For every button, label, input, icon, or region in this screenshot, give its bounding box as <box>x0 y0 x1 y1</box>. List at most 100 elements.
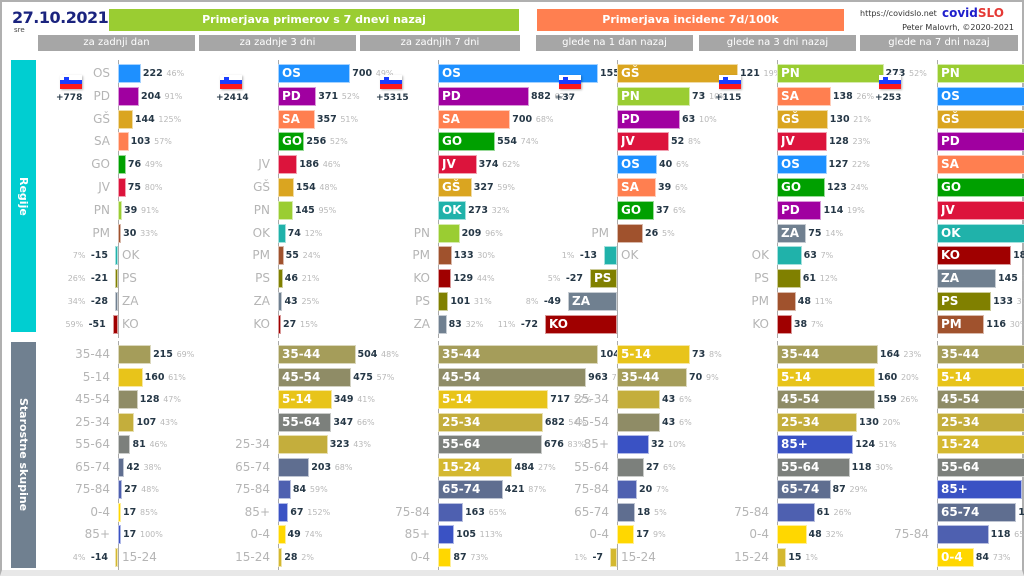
category-label: OK <box>122 248 140 263</box>
category-label: PN <box>941 66 960 80</box>
category-label: SA <box>442 111 460 126</box>
percent-label: 10% <box>699 114 717 124</box>
value-label: 682 <box>544 416 565 428</box>
percent-label: 46% <box>166 69 185 78</box>
percent-label: 52% <box>573 395 592 404</box>
percent-label: 73% <box>992 552 1011 562</box>
percent-label: 25% <box>301 297 320 306</box>
percent-label: 125% <box>158 114 182 124</box>
zero-axis <box>937 60 938 338</box>
category-label: PS <box>255 271 270 286</box>
category-label: 35-44 <box>621 369 660 384</box>
percent-label: 49% <box>375 69 394 78</box>
percent-label: 48% <box>141 485 159 494</box>
percent-label: 73% <box>470 552 489 562</box>
bar-75-84 <box>438 502 464 522</box>
bar-45-54 <box>118 390 138 409</box>
percent-label: 23% <box>903 350 922 359</box>
bar-45-54 <box>617 412 660 432</box>
total-change: +253 <box>875 93 902 103</box>
bar-OK <box>115 246 118 266</box>
category-label: SA <box>282 111 300 126</box>
percent-label: 66% <box>356 417 375 427</box>
category-label: KO <box>253 316 270 331</box>
category-label: 55-64 <box>75 437 110 451</box>
zero-axis <box>937 341 938 570</box>
bar-KO <box>545 314 617 334</box>
value-label: 107 <box>136 416 157 428</box>
percent-label: 7% <box>820 251 834 261</box>
percent-label: 30% <box>477 251 495 261</box>
bar-35-44 <box>937 345 1024 364</box>
bar-15-24 <box>115 547 118 567</box>
value-label: 20 <box>639 484 653 495</box>
bar-SA <box>278 109 315 129</box>
category-label: KO <box>122 316 139 331</box>
category-label: 45-54 <box>75 392 110 406</box>
category-label: JV <box>941 202 955 217</box>
value-label: 67 <box>290 506 304 518</box>
bar-PN <box>617 86 690 106</box>
percent-label: 32% <box>825 530 844 539</box>
category-label: PM <box>252 248 270 263</box>
bar-35-44 <box>617 367 687 387</box>
value-label: 52 <box>671 136 685 148</box>
category-label: OS <box>941 88 960 103</box>
bar-PN <box>278 200 293 220</box>
bar-35-44 <box>438 345 598 364</box>
zero-axis <box>118 341 119 570</box>
category-label: 0-4 <box>749 527 769 541</box>
bar-JV <box>937 200 1024 220</box>
category-label: 15-24 <box>235 549 270 564</box>
slovenia-flag-icon <box>60 75 82 89</box>
percent-label: 95% <box>318 205 337 215</box>
percent-label: 19% <box>846 205 865 215</box>
value-label: 130 <box>859 416 879 428</box>
percent-label: 26% <box>856 91 875 101</box>
percent-label: 5% <box>654 507 667 517</box>
percent-label: 9% <box>653 530 666 539</box>
bar-ZA <box>937 269 996 289</box>
value-label: 349 <box>333 394 354 405</box>
percent-label: 51% <box>878 440 897 449</box>
bar-GO <box>777 178 825 197</box>
section-label-regions-text: Regije <box>17 176 30 216</box>
percent-label: 49% <box>144 160 163 170</box>
category-label: PD <box>442 88 461 103</box>
bar-25-34 <box>777 412 857 432</box>
value-label: 84 <box>292 484 307 495</box>
percent-label: 65% <box>1014 530 1024 539</box>
bar-5-14 <box>278 390 332 409</box>
bar-JV <box>617 132 669 152</box>
value-label: 116 <box>986 318 1007 330</box>
value-label: 209 <box>461 227 482 239</box>
category-label: PN <box>253 202 270 217</box>
category-label: KO <box>941 248 960 263</box>
bar-5-14 <box>617 345 690 364</box>
bar-0-4 <box>937 547 974 567</box>
site-url[interactable]: https://covidslo.net <box>860 9 937 18</box>
percent-label: 30% <box>1009 319 1024 329</box>
percent-label: 65% <box>488 507 507 517</box>
percent-label: 21% <box>853 114 871 124</box>
brand-logo-b: SLO <box>977 6 1004 20</box>
bar-25-34 <box>278 435 328 454</box>
percent-label: 43% <box>159 417 178 427</box>
percent-label: 7% <box>656 485 669 494</box>
category-label: 55-64 <box>282 414 321 429</box>
percent-label: 34% <box>67 297 86 306</box>
category-label: KO <box>752 316 769 331</box>
category-label: 55-64 <box>574 459 609 474</box>
category-label: OS <box>442 66 461 80</box>
bar-65-74 <box>937 502 1017 522</box>
category-label: 75-84 <box>734 504 769 519</box>
category-label: 85+ <box>583 437 609 451</box>
value-label: 73 <box>692 90 706 102</box>
percent-label: 54% <box>568 417 587 427</box>
value-label: -51 <box>88 318 106 330</box>
category-label: 25-34 <box>75 414 110 429</box>
value-label: 48 <box>808 529 822 540</box>
bar-65-74 <box>278 457 310 477</box>
value-label: 43 <box>662 416 676 428</box>
category-label: 15-24 <box>122 549 157 564</box>
